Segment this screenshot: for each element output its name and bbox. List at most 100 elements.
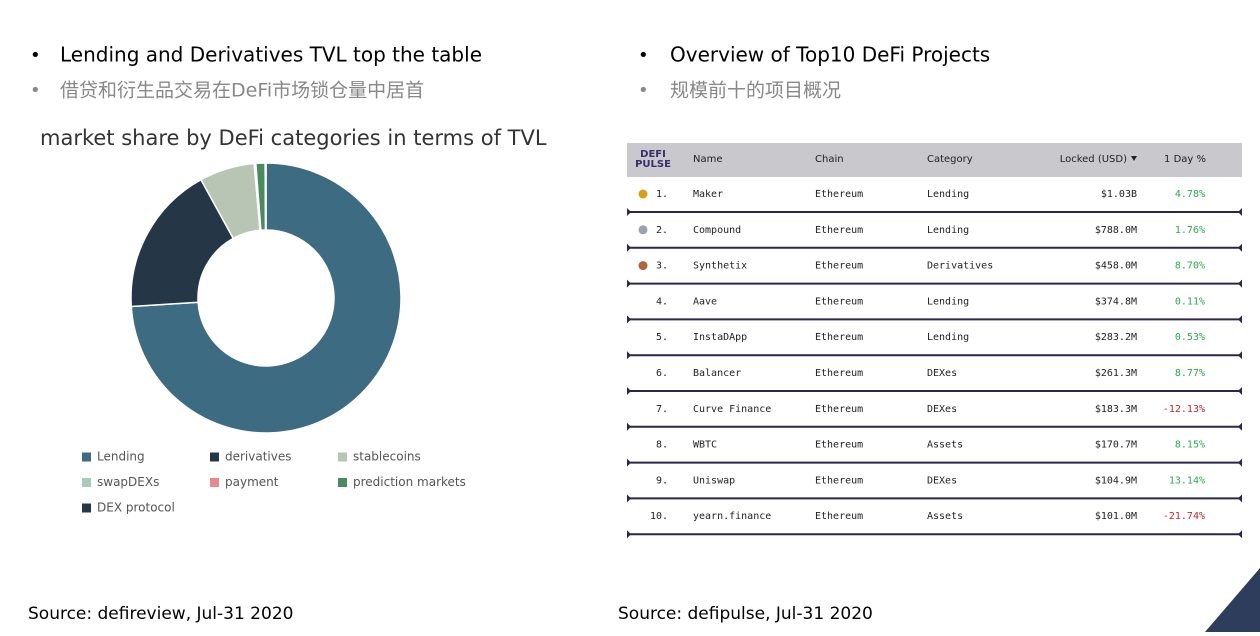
medal-icon — [638, 261, 648, 271]
medal-icon — [638, 189, 648, 199]
table-cell: -12.13% — [1163, 404, 1205, 415]
table-cell: -21.74% — [1163, 511, 1205, 522]
row-divider-end — [627, 315, 631, 324]
table-header: Category — [927, 154, 973, 165]
table-cell: $261.3M — [1095, 368, 1137, 379]
slice — [130, 162, 402, 434]
table-cell: Lending — [927, 189, 969, 200]
row-divider-end — [1238, 422, 1242, 431]
slice — [264, 162, 267, 231]
legend-label: swapDEXs — [97, 475, 159, 489]
table-cell: 1. — [656, 189, 668, 200]
row-divider-end — [1238, 387, 1242, 395]
legend-swatch — [210, 452, 219, 462]
table-cell: Ethereum — [815, 440, 863, 451]
row-divider-end — [1238, 279, 1242, 288]
table-cell: $283.2M — [1095, 332, 1137, 343]
legend-swatch — [210, 478, 219, 487]
row-divider-end — [627, 422, 631, 431]
table-cell: Derivatives — [927, 261, 993, 272]
row-divider-end — [1238, 315, 1242, 324]
row-divider-end — [627, 208, 631, 216]
row-divider-end — [627, 243, 631, 252]
table-cell: DEXes — [927, 368, 957, 379]
legend-swatch — [82, 478, 91, 487]
table-header-bg — [627, 143, 1242, 177]
row-divider-end — [627, 530, 631, 539]
source: Source: defireview, Jul-31 2020 — [28, 604, 293, 624]
row-divider-end — [1238, 530, 1242, 539]
table-cell: Maker — [693, 189, 723, 200]
legend-label: Lending — [97, 450, 145, 464]
table-header: Chain — [815, 154, 844, 165]
table-cell: Ethereum — [815, 296, 863, 307]
table-cell: $788.0M — [1095, 225, 1137, 236]
table-cell: 5. — [656, 332, 668, 343]
table-cell: 10. — [650, 511, 668, 522]
table-cell: $1.03B — [1101, 189, 1137, 200]
table-cell: 8. — [656, 440, 668, 451]
legend-label: prediction markets — [353, 475, 466, 489]
table-cell: DEXes — [927, 404, 957, 415]
table-cell: Balancer — [693, 368, 741, 379]
table-cell: Lending — [927, 332, 969, 343]
source: Source: defipulse, Jul-31 2020 — [618, 604, 873, 624]
table-cell: Ethereum — [815, 261, 863, 272]
table-cell: Synthetix — [693, 261, 747, 272]
logo: DEFI — [640, 149, 666, 160]
bullet-dot: • — [30, 80, 41, 101]
table-cell: 3. — [656, 261, 668, 272]
table-cell: $458.0M — [1095, 261, 1137, 272]
table-cell: Lending — [927, 225, 969, 236]
table-cell: InstaDApp — [693, 332, 747, 343]
chart-title: market share by DeFi categories in terms… — [40, 126, 547, 150]
table-header: 1 Day % — [1164, 154, 1206, 165]
table-cell: Curve Finance — [693, 404, 771, 415]
table-cell: 9. — [656, 475, 668, 486]
table-cell: 6. — [656, 368, 668, 379]
table-cell: Ethereum — [815, 332, 863, 343]
table-cell: Ethereum — [815, 225, 863, 236]
bullet: Lending and Derivatives TVL top the tabl… — [60, 43, 482, 67]
table-cell: Assets — [927, 511, 963, 522]
medal-icon — [638, 225, 648, 235]
bullet-dot: • — [638, 80, 649, 101]
table-cell: 0.11% — [1175, 296, 1205, 307]
table-cell: 4. — [656, 296, 668, 307]
table-header: Name — [693, 154, 723, 165]
table-cell: 7. — [656, 404, 668, 415]
row-divider-end — [1238, 351, 1242, 360]
legend-label: derivatives — [225, 450, 292, 464]
table-cell: Uniswap — [693, 475, 735, 486]
legend-label: DEX protocol — [97, 501, 175, 515]
row-divider-end — [627, 458, 631, 467]
table-cell: Ethereum — [815, 189, 863, 200]
table-cell: WBTC — [693, 440, 717, 451]
table-cell: yearn.finance — [693, 511, 771, 522]
table-cell: 1.76% — [1175, 225, 1205, 236]
bullet-dot: • — [638, 45, 649, 66]
table-cell: $183.3M — [1095, 404, 1137, 415]
table-cell: Aave — [693, 296, 717, 307]
table-cell: 13.14% — [1169, 475, 1205, 486]
table-cell: Ethereum — [815, 368, 863, 379]
logo: PULSE — [635, 159, 671, 170]
table-cell: $374.8M — [1095, 296, 1137, 307]
table-cell: $104.9M — [1095, 475, 1137, 486]
table-cell: 8.15% — [1175, 440, 1205, 451]
table-cell: 2. — [656, 225, 668, 236]
table-cell: DEXes — [927, 475, 957, 486]
row-divider-end — [1238, 494, 1242, 503]
table-cell: $101.0M — [1095, 511, 1137, 522]
row-divider-end — [627, 279, 631, 288]
table-cell: Ethereum — [815, 511, 863, 522]
decoration — [1205, 568, 1260, 632]
legend-swatch — [82, 503, 91, 513]
row-divider-end — [627, 387, 631, 395]
legend-swatch — [82, 452, 91, 462]
table-cell: Ethereum — [815, 475, 863, 486]
legend-label: payment — [225, 475, 279, 489]
bullet-dot: • — [30, 45, 41, 66]
legend-swatch — [338, 452, 347, 462]
